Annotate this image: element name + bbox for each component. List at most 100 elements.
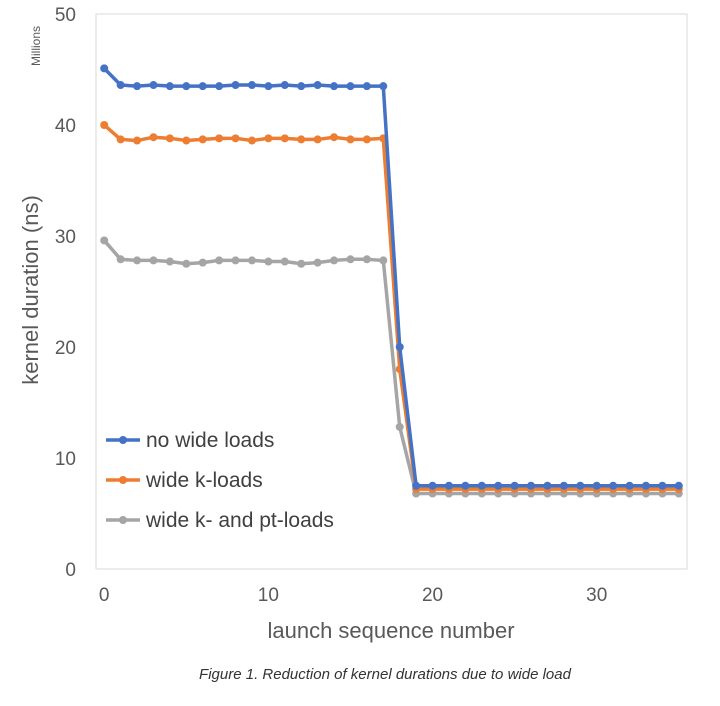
y-tick-label-0: 0 [65,560,76,581]
data-point-no-wide-loads-26 [527,481,536,490]
legend-label-wide-k-loads: wide k-loads [145,469,263,492]
data-point-no-wide-loads-18 [395,343,404,351]
x-tick-label-20: 20 [422,585,443,606]
data-point-no-wide-loads-11 [280,81,289,90]
data-point-no-wide-loads-29 [576,481,585,490]
data-point-no-wide-loads-35 [674,481,683,490]
y-axis-units-label: Millions [29,26,43,66]
figure-caption: Figure 1. Reduction of kernel durations … [199,666,572,683]
y-tick-label-30: 30 [55,227,76,248]
y-tick-label-40: 40 [55,116,76,137]
data-point-no-wide-loads-0 [100,64,109,73]
data-point-wide-k-and-pt-loads-15 [346,255,355,264]
x-axis-title: launch sequence number [267,618,514,643]
data-point-no-wide-loads-7 [215,82,224,91]
data-point-no-wide-loads-5 [182,82,191,91]
data-point-no-wide-loads-13 [313,81,322,90]
data-point-no-wide-loads-8 [231,81,240,90]
data-point-wide-k-loads-6 [198,135,207,144]
data-point-no-wide-loads-30 [592,481,601,490]
legend-item-wide-k-loads: wide k-loads [106,469,263,492]
y-axis-title: kernel duration (ns) [18,195,43,385]
data-point-wide-k-and-pt-loads-11 [280,257,289,266]
x-tick-label-30: 30 [586,585,607,606]
data-point-wide-k-loads-4 [165,134,174,143]
data-point-no-wide-loads-33 [641,481,650,490]
data-point-wide-k-loads-16 [362,135,371,144]
data-point-wide-k-and-pt-loads-16 [362,255,371,264]
data-point-no-wide-loads-6 [198,82,207,91]
data-point-no-wide-loads-25 [510,481,519,490]
data-point-wide-k-and-pt-loads-10 [264,257,273,266]
data-point-wide-k-loads-11 [280,134,289,143]
legend-marker-wide-k-and-pt-loads [119,516,127,524]
data-point-wide-k-and-pt-loads-8 [231,256,240,265]
y-tick-label-10: 10 [55,449,76,470]
data-point-no-wide-loads-19 [412,481,421,490]
data-point-no-wide-loads-34 [658,481,667,490]
data-point-no-wide-loads-16 [362,82,371,91]
data-point-wide-k-and-pt-loads-1 [116,255,125,264]
plot-frame [95,13,688,570]
legend-label-no-wide-loads: no wide loads [146,429,274,452]
data-point-no-wide-loads-1 [116,81,125,90]
data-point-wide-k-loads-2 [133,136,142,145]
data-point-no-wide-loads-28 [559,481,568,490]
data-point-wide-k-loads-0 [100,121,109,129]
data-point-wide-k-and-pt-loads-18 [395,422,404,431]
y-tick-label-50: 50 [55,5,76,26]
legend-item-no-wide-loads: no wide loads [106,429,274,452]
legend-item-wide-k-and-pt-loads: wide k- and pt-loads [106,509,334,532]
data-point-wide-k-and-pt-loads-0 [100,236,109,245]
data-point-no-wide-loads-4 [165,82,174,91]
data-point-wide-k-loads-9 [247,136,256,145]
data-point-wide-k-loads-5 [182,136,191,145]
data-point-wide-k-and-pt-loads-7 [215,256,224,265]
data-point-wide-k-and-pt-loads-14 [330,256,339,265]
legend-label-wide-k-and-pt-loads: wide k- and pt-loads [145,509,334,532]
series-layer [100,64,683,498]
x-axis-ticks: 0 10 20 30 [99,585,607,606]
data-point-wide-k-and-pt-loads-6 [198,258,207,267]
data-point-wide-k-and-pt-loads-3 [149,256,158,265]
legend-marker-no-wide-loads [119,436,127,444]
data-point-wide-k-loads-12 [297,135,306,144]
data-point-wide-k-loads-10 [264,134,273,143]
data-point-wide-k-loads-8 [231,134,240,143]
data-point-no-wide-loads-21 [444,481,453,490]
data-point-no-wide-loads-20 [428,481,437,490]
y-tick-label-20: 20 [55,338,76,359]
data-point-no-wide-loads-15 [346,82,355,91]
data-point-wide-k-and-pt-loads-5 [182,259,191,268]
x-tick-label-10: 10 [258,585,279,606]
data-point-wide-k-loads-7 [215,134,224,143]
data-point-wide-k-loads-15 [346,135,355,144]
data-point-no-wide-loads-10 [264,82,273,91]
data-point-no-wide-loads-24 [494,481,503,490]
data-point-no-wide-loads-31 [609,481,618,490]
data-point-no-wide-loads-22 [461,481,470,490]
data-point-wide-k-and-pt-loads-9 [247,256,256,265]
data-point-wide-k-and-pt-loads-12 [297,259,306,268]
series-no-wide-loads [100,64,683,490]
data-point-no-wide-loads-2 [133,82,142,91]
legend: no wide loads wide k-loads wide k- and p… [106,429,334,532]
data-point-no-wide-loads-14 [330,82,339,91]
y-axis-ticks: 0 10 20 30 40 50 [55,5,76,581]
data-point-no-wide-loads-23 [477,481,486,490]
data-point-no-wide-loads-3 [149,81,158,90]
data-point-wide-k-and-pt-loads-17 [379,256,388,265]
data-point-wide-k-loads-13 [313,135,322,144]
data-point-wide-k-and-pt-loads-2 [133,256,142,265]
data-point-wide-k-and-pt-loads-13 [313,258,322,267]
data-point-wide-k-loads-3 [149,133,158,142]
data-point-no-wide-loads-17 [379,82,388,91]
data-point-no-wide-loads-9 [247,81,256,90]
x-tick-label-0: 0 [99,585,110,606]
data-point-no-wide-loads-32 [625,481,634,490]
legend-marker-wide-k-loads [119,476,127,484]
data-point-wide-k-and-pt-loads-4 [165,257,174,266]
data-point-wide-k-loads-1 [116,135,125,144]
